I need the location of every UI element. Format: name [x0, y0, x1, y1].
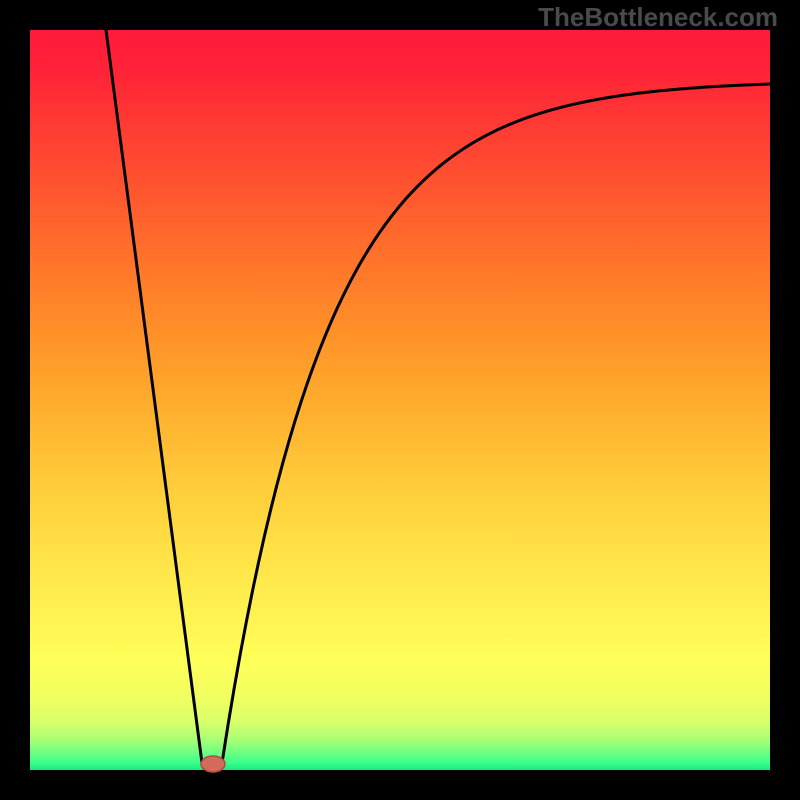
curve-layer — [30, 30, 770, 770]
plot-area — [30, 30, 770, 770]
chart-container: TheBottleneck.com — [0, 0, 800, 800]
chart-frame — [0, 0, 800, 800]
curve-right-segment — [222, 84, 770, 763]
optimal-point-marker — [201, 756, 225, 772]
curve-left-segment — [106, 30, 202, 763]
watermark-text: TheBottleneck.com — [538, 2, 778, 33]
